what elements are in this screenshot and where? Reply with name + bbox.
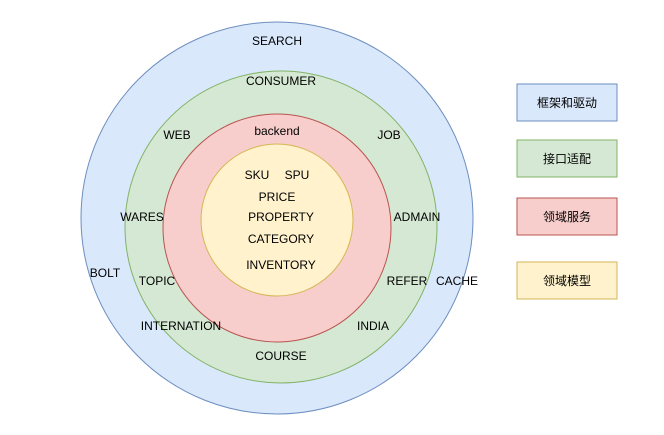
legend-label-adapter: 接口适配 [543,151,591,166]
legend-label-model: 领域模型 [543,274,591,288]
ring-label-search: SEARCH [252,34,302,48]
legend-item-adapter: 接口适配 [516,139,618,178]
ring-label-topic: TOPIC [139,274,176,288]
ring-label-price: PRICE [259,190,296,204]
ring-label-consumer: CONSUMER [246,74,316,88]
ring-label-bolt: BOLT [90,266,121,280]
ring-label-job: JOB [377,128,400,142]
ring-label-inventory: INVENTORY [246,258,316,272]
ring-label-course: COURSE [255,349,306,363]
legend-item-model: 领域模型 [516,261,618,300]
ring-label-category: CATEGORY [248,232,314,246]
legend-label-service: 领域服务 [543,209,591,224]
ring-label-internation: INTERNATION [141,319,221,333]
legend-swatch-framework [516,83,618,122]
legend-item-framework: 框架和驱动 [516,83,618,122]
ring-label-spu: SPU [285,168,310,182]
legend-swatch-service [516,197,618,236]
ring-label-wares: WARES [120,210,164,224]
legend-item-service: 领域服务 [516,197,618,236]
ring-label-backend: backend [254,124,299,138]
legend-label-framework: 框架和驱动 [537,96,597,110]
ring-label-cache: CACHE [436,274,478,288]
legend-swatch-model [516,261,618,300]
ring-label-india: INDIA [357,319,389,333]
legend-swatch-adapter [516,139,618,178]
ring-label-property: PROPERTY [248,210,314,224]
ring-label-sku: SKU [245,168,270,182]
legend: 框架和驱动 接口适配 领域服务 领域模型 [516,83,618,300]
ring-label-web: WEB [163,128,190,142]
model-ring [200,143,354,297]
ring-label-refer: REFER [387,274,428,288]
ring-label-admain: ADMAIN [394,210,441,224]
